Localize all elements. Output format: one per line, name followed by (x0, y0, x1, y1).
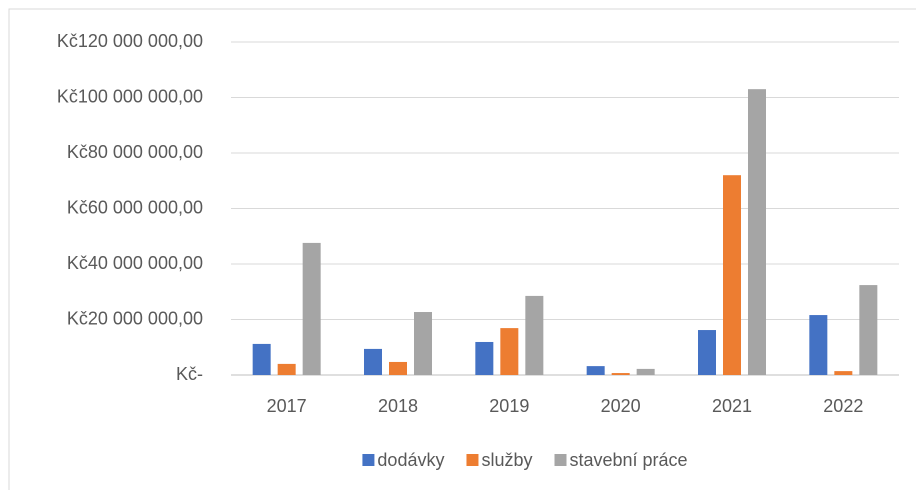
legend-label: dodávky (377, 450, 444, 470)
bar (525, 295, 544, 375)
y-tick-label: Kč80 000 000,00 (67, 142, 203, 162)
x-tick-label: 2022 (823, 396, 863, 416)
bar (475, 341, 494, 375)
bar (859, 285, 878, 375)
y-tick-label: Kč40 000 000,00 (67, 253, 203, 273)
bar (698, 330, 716, 375)
legend-label: služby (481, 450, 532, 470)
x-tick-label: 2018 (378, 396, 418, 416)
y-tick-label: Kč- (176, 364, 203, 384)
x-tick-label: 2019 (489, 396, 529, 416)
bar (364, 348, 382, 375)
bar (723, 175, 741, 375)
x-tick-label: 2021 (712, 396, 752, 416)
bar (834, 371, 853, 375)
bar (389, 361, 407, 375)
bar (636, 368, 655, 375)
bar (748, 89, 766, 376)
y-tick-label: Kč20 000 000,00 (67, 308, 203, 328)
bar (252, 343, 271, 375)
bar (500, 328, 519, 375)
bar (277, 363, 296, 375)
y-tick-label: Kč120 000 000,00 (57, 31, 203, 51)
y-tick-label: Kč60 000 000,00 (67, 197, 203, 217)
bar (586, 366, 605, 375)
legend-swatch (554, 454, 567, 466)
legend-label: stavební práce (570, 450, 688, 470)
bar (302, 242, 321, 375)
bar (809, 315, 828, 375)
chart-border (8, 8, 916, 490)
legend-swatch (362, 454, 375, 466)
bar (414, 312, 432, 375)
x-tick-label: 2017 (267, 396, 307, 416)
y-tick-label: Kč100 000 000,00 (57, 86, 203, 106)
x-tick-label: 2020 (601, 396, 641, 416)
bar (611, 373, 630, 375)
legend-swatch (466, 454, 479, 466)
